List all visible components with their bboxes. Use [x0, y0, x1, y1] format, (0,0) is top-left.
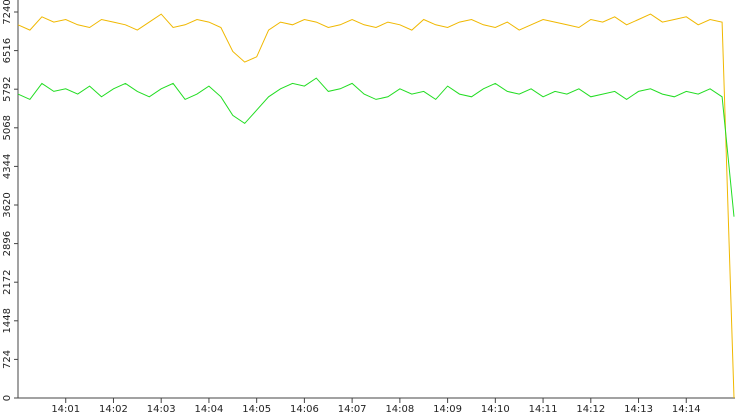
y-tick-label: 724 — [2, 350, 13, 369]
x-tick-label: 14:06 — [290, 404, 319, 415]
x-tick-label: 14:08 — [385, 404, 414, 415]
y-tick-label: 0 — [2, 395, 13, 401]
y-tick-label: 5068 — [2, 115, 13, 140]
x-tick-label: 14:07 — [338, 404, 367, 415]
x-tick-label: 14:12 — [576, 404, 605, 415]
series-line — [17, 13, 735, 399]
y-tick-label: 5792 — [2, 76, 13, 101]
y-tick-label: 7240 — [2, 0, 13, 25]
y-tick-label: 2172 — [2, 269, 13, 294]
x-tick-label: 14:09 — [433, 404, 462, 415]
x-tick-label: 14:05 — [242, 404, 271, 415]
y-tick-label: 4344 — [2, 154, 13, 179]
x-tick-label: 14:11 — [529, 404, 558, 415]
x-tick-label: 14:03 — [147, 404, 176, 415]
series-line — [17, 77, 735, 217]
x-tick-label: 14:14 — [672, 404, 701, 415]
y-tick-label: 6516 — [2, 38, 13, 63]
y-tick-label: 1448 — [2, 308, 13, 333]
x-tick-label: 14:13 — [624, 404, 653, 415]
y-tick-label: 3620 — [2, 192, 13, 217]
x-tick-label: 14:10 — [481, 404, 510, 415]
x-tick-label: 14:04 — [195, 404, 224, 415]
x-tick-label: 14:02 — [99, 404, 128, 415]
y-tick-label: 2896 — [2, 231, 13, 256]
x-tick-label: 14:01 — [51, 404, 80, 415]
